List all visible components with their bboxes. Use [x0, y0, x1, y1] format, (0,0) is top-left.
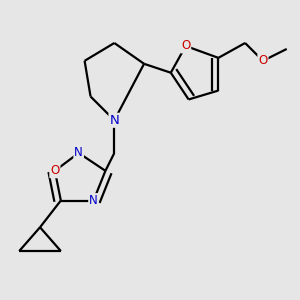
Text: O: O — [181, 40, 190, 52]
Text: N: N — [89, 194, 98, 207]
Text: O: O — [258, 54, 268, 67]
Text: O: O — [50, 164, 59, 177]
Text: N: N — [74, 146, 83, 160]
Text: N: N — [110, 114, 119, 127]
